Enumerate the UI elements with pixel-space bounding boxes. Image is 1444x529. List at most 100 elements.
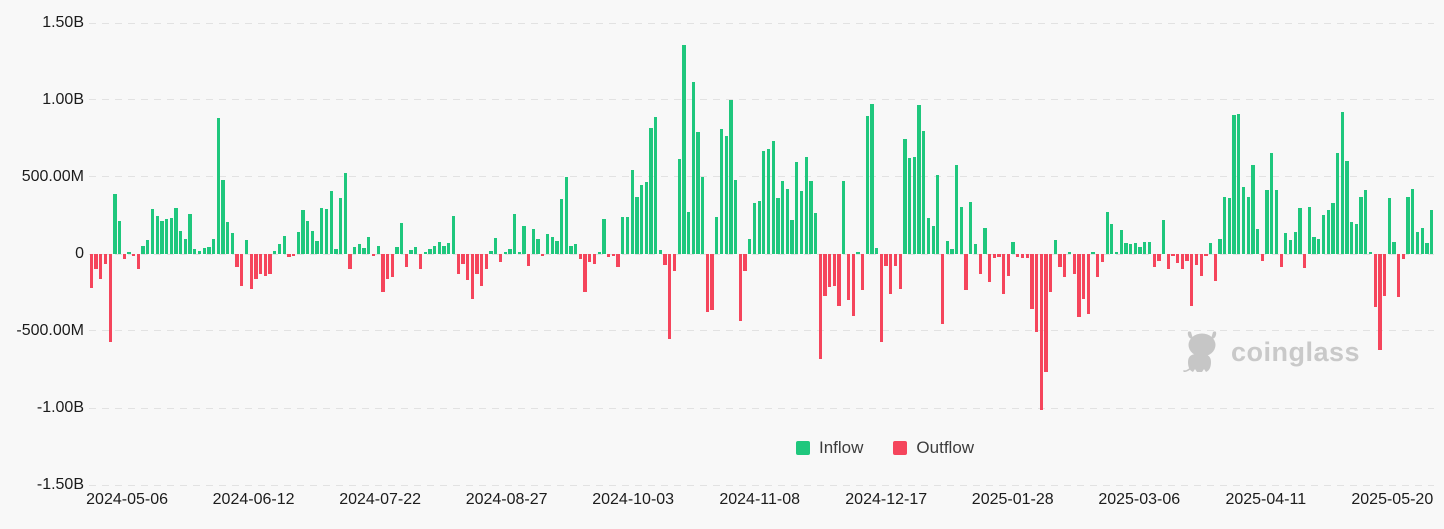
bar-inflow[interactable]: [1124, 243, 1128, 254]
bar-outflow[interactable]: [1194, 254, 1199, 265]
bar-outflow[interactable]: [1166, 254, 1170, 269]
bar-inflow[interactable]: [211, 239, 216, 254]
bar-outflow[interactable]: [475, 254, 479, 275]
bar-inflow[interactable]: [395, 247, 399, 254]
bar-inflow[interactable]: [550, 237, 554, 254]
bar-inflow[interactable]: [1138, 247, 1142, 254]
bar-inflow[interactable]: [654, 116, 658, 254]
bar-inflow[interactable]: [545, 233, 550, 254]
bar-inflow[interactable]: [1091, 251, 1095, 254]
bar-inflow[interactable]: [602, 219, 606, 254]
bar-outflow[interactable]: [743, 254, 747, 271]
bar-inflow[interactable]: [875, 247, 879, 254]
bar-inflow[interactable]: [343, 173, 347, 254]
bar-inflow[interactable]: [1425, 243, 1429, 254]
bar-inflow[interactable]: [494, 237, 498, 254]
bar-inflow[interactable]: [1392, 242, 1396, 254]
bar-inflow[interactable]: [1218, 239, 1222, 254]
bar-inflow[interactable]: [903, 138, 907, 254]
bar-inflow[interactable]: [164, 219, 169, 254]
bar-inflow[interactable]: [926, 217, 931, 254]
bar-outflow[interactable]: [578, 254, 583, 259]
bar-inflow[interactable]: [682, 44, 686, 254]
bar-inflow[interactable]: [376, 245, 380, 254]
bar-inflow[interactable]: [221, 180, 225, 254]
bar-inflow[interactable]: [179, 230, 183, 254]
bar-outflow[interactable]: [404, 254, 409, 268]
bar-inflow[interactable]: [433, 245, 437, 254]
bar-inflow[interactable]: [357, 244, 362, 254]
bar-outflow[interactable]: [371, 254, 376, 257]
bar-inflow[interactable]: [315, 240, 319, 254]
bar-inflow[interactable]: [1350, 222, 1354, 254]
bar-inflow[interactable]: [127, 251, 131, 254]
bar-inflow[interactable]: [216, 117, 220, 254]
bar-inflow[interactable]: [1288, 240, 1293, 254]
bar-inflow[interactable]: [141, 245, 145, 254]
bar-inflow[interactable]: [1364, 190, 1368, 254]
bar-inflow[interactable]: [334, 249, 338, 254]
bar-outflow[interactable]: [978, 254, 982, 275]
bar-inflow[interactable]: [922, 130, 926, 254]
bar-inflow[interactable]: [686, 212, 691, 254]
bar-inflow[interactable]: [973, 244, 978, 254]
bar-inflow[interactable]: [696, 131, 700, 254]
bar-outflow[interactable]: [122, 254, 126, 259]
bar-outflow[interactable]: [470, 254, 474, 299]
bar-outflow[interactable]: [823, 254, 827, 296]
bar-outflow[interactable]: [1058, 254, 1062, 268]
bar-inflow[interactable]: [649, 127, 653, 254]
bar-outflow[interactable]: [291, 254, 296, 257]
bar-inflow[interactable]: [564, 177, 568, 254]
bar-inflow[interactable]: [625, 217, 630, 254]
bar-inflow[interactable]: [1105, 212, 1109, 254]
bar-outflow[interactable]: [1034, 254, 1039, 332]
bar-inflow[interactable]: [729, 100, 733, 254]
bar-outflow[interactable]: [705, 254, 710, 312]
bar-outflow[interactable]: [1199, 254, 1203, 276]
bar-outflow[interactable]: [240, 254, 244, 286]
bar-inflow[interactable]: [870, 103, 874, 254]
bar-outflow[interactable]: [461, 254, 465, 264]
bar-inflow[interactable]: [1067, 251, 1072, 254]
bar-inflow[interactable]: [1430, 210, 1434, 254]
bar-inflow[interactable]: [1246, 197, 1250, 254]
bar-outflow[interactable]: [1180, 254, 1185, 269]
bar-outflow[interactable]: [254, 254, 258, 279]
bar-inflow[interactable]: [414, 247, 418, 254]
bar-inflow[interactable]: [1161, 220, 1166, 254]
bar-outflow[interactable]: [268, 254, 272, 275]
bar-inflow[interactable]: [762, 150, 766, 254]
bar-inflow[interactable]: [362, 247, 366, 254]
bar-outflow[interactable]: [884, 254, 888, 266]
bar-inflow[interactable]: [969, 202, 973, 254]
bar-inflow[interactable]: [522, 225, 526, 254]
bar-outflow[interactable]: [592, 254, 597, 264]
bar-outflow[interactable]: [588, 254, 592, 263]
bar-inflow[interactable]: [790, 220, 794, 254]
bar-outflow[interactable]: [1373, 254, 1377, 308]
bar-inflow[interactable]: [945, 240, 949, 254]
bar-outflow[interactable]: [1039, 254, 1043, 410]
bar-outflow[interactable]: [837, 254, 841, 306]
bar-outflow[interactable]: [498, 254, 503, 263]
bar-inflow[interactable]: [329, 190, 333, 254]
bar-inflow[interactable]: [146, 240, 150, 254]
bar-outflow[interactable]: [132, 254, 136, 257]
bar-inflow[interactable]: [1255, 229, 1260, 254]
bar-inflow[interactable]: [1241, 187, 1246, 254]
bar-inflow[interactable]: [865, 116, 869, 254]
bar-outflow[interactable]: [1378, 254, 1382, 351]
bar-inflow[interactable]: [1420, 227, 1424, 254]
bar-outflow[interactable]: [1077, 254, 1081, 318]
bar-outflow[interactable]: [1030, 254, 1034, 310]
bar-inflow[interactable]: [1119, 230, 1123, 254]
bar-outflow[interactable]: [1081, 254, 1086, 299]
bar-inflow[interactable]: [1143, 242, 1147, 254]
bar-inflow[interactable]: [574, 244, 578, 254]
bar-inflow[interactable]: [188, 213, 192, 254]
bar-outflow[interactable]: [964, 254, 968, 291]
bar-inflow[interactable]: [1237, 113, 1241, 254]
bar-inflow[interactable]: [1317, 239, 1321, 254]
bar-inflow[interactable]: [1129, 244, 1133, 254]
